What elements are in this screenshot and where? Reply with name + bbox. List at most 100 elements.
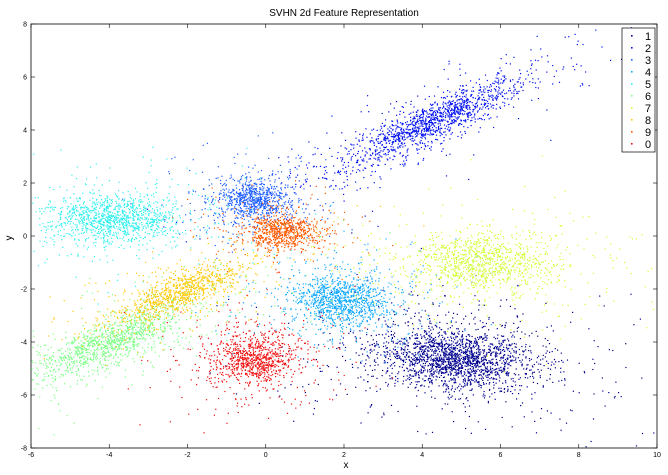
scatter-point bbox=[452, 379, 454, 381]
scatter-point bbox=[487, 114, 489, 116]
scatter-point bbox=[253, 193, 255, 195]
scatter-point bbox=[356, 310, 358, 312]
scatter-point bbox=[495, 98, 497, 100]
scatter-point bbox=[453, 364, 455, 366]
scatter-point bbox=[499, 106, 501, 108]
scatter-point bbox=[376, 390, 378, 392]
scatter-point bbox=[435, 360, 437, 362]
scatter-point bbox=[355, 340, 357, 342]
scatter-point bbox=[392, 142, 394, 144]
scatter-point bbox=[182, 221, 184, 223]
scatter-point bbox=[241, 234, 243, 236]
scatter-point bbox=[467, 116, 469, 119]
scatter-point bbox=[466, 346, 468, 348]
scatter-point bbox=[466, 107, 468, 109]
scatter-point bbox=[435, 351, 437, 353]
scatter-point bbox=[475, 357, 477, 359]
scatter-point bbox=[377, 225, 379, 227]
scatter-point bbox=[483, 103, 485, 105]
scatter-point bbox=[223, 192, 225, 194]
scatter-point bbox=[367, 374, 369, 376]
scatter-point bbox=[260, 200, 262, 202]
scatter-point bbox=[289, 213, 291, 215]
scatter-point bbox=[456, 112, 458, 114]
scatter-point bbox=[444, 353, 446, 355]
scatter-point bbox=[466, 370, 469, 372]
scatter-point bbox=[460, 367, 462, 369]
scatter-point bbox=[503, 339, 505, 341]
scatter-point bbox=[476, 361, 478, 364]
scatter-point bbox=[265, 203, 267, 205]
scatter-point bbox=[200, 216, 202, 218]
scatter-point bbox=[525, 78, 527, 80]
scatter-point bbox=[477, 336, 479, 339]
scatter-point bbox=[482, 326, 484, 328]
scatter-point bbox=[432, 112, 434, 114]
scatter-point bbox=[438, 342, 440, 345]
scatter-point bbox=[437, 86, 439, 88]
scatter-point bbox=[260, 178, 263, 180]
scatter-point bbox=[256, 191, 258, 193]
scatter-point bbox=[374, 312, 376, 314]
scatter-point bbox=[501, 390, 503, 392]
scatter-point bbox=[420, 247, 422, 250]
scatter-point bbox=[520, 405, 522, 407]
scatter-point bbox=[475, 342, 477, 345]
scatter-point bbox=[409, 374, 411, 376]
scatter-point bbox=[503, 388, 505, 390]
scatter-point bbox=[262, 216, 264, 218]
scatter-point bbox=[431, 372, 433, 375]
scatter-point bbox=[463, 358, 465, 360]
scatter-point bbox=[504, 325, 506, 327]
scatter-point bbox=[533, 377, 535, 379]
scatter-point bbox=[431, 383, 433, 385]
scatter-point bbox=[223, 193, 225, 195]
scatter-point bbox=[448, 353, 450, 355]
scatter-point bbox=[306, 178, 308, 180]
scatter-point bbox=[460, 110, 462, 112]
scatter-point bbox=[487, 113, 489, 115]
scatter-point bbox=[251, 193, 253, 195]
scatter-point bbox=[236, 202, 238, 204]
scatter-point bbox=[431, 354, 433, 356]
scatter-point bbox=[456, 372, 458, 374]
scatter-point bbox=[452, 116, 454, 118]
scatter-point bbox=[250, 193, 252, 195]
scatter-point bbox=[454, 93, 456, 95]
scatter-point bbox=[464, 377, 466, 379]
scatter-point bbox=[433, 372, 435, 374]
scatter-point bbox=[548, 343, 551, 345]
scatter-point bbox=[294, 288, 296, 290]
scatter-point bbox=[498, 72, 500, 75]
scatter-point bbox=[475, 329, 477, 331]
scatter-point bbox=[323, 166, 325, 168]
scatter-point bbox=[363, 303, 365, 305]
scatter-point bbox=[430, 283, 432, 286]
scatter-point bbox=[467, 363, 469, 365]
scatter-point bbox=[445, 353, 448, 355]
scatter-point bbox=[461, 134, 463, 136]
scatter-point bbox=[382, 345, 385, 348]
scatter-point bbox=[322, 291, 324, 293]
scatter-point bbox=[332, 278, 334, 280]
scatter-point bbox=[408, 113, 410, 115]
scatter-point bbox=[246, 185, 248, 187]
scatter-point bbox=[283, 196, 285, 198]
scatter-point bbox=[369, 154, 371, 156]
scatter-point bbox=[321, 304, 323, 306]
scatter-point bbox=[441, 345, 443, 348]
scatter-point bbox=[262, 188, 264, 190]
scatter-point bbox=[457, 364, 459, 366]
scatter-point bbox=[431, 363, 433, 365]
scatter-point bbox=[478, 78, 480, 80]
scatter-point bbox=[513, 85, 515, 87]
scatter-point bbox=[435, 122, 437, 124]
scatter-point bbox=[386, 370, 388, 372]
scatter-point bbox=[463, 347, 465, 349]
scatter-point bbox=[447, 345, 450, 348]
scatter-point bbox=[451, 378, 453, 380]
scatter-point bbox=[345, 313, 347, 316]
scatter-point bbox=[397, 146, 399, 148]
scatter-point bbox=[615, 381, 617, 383]
scatter-point bbox=[372, 302, 374, 304]
